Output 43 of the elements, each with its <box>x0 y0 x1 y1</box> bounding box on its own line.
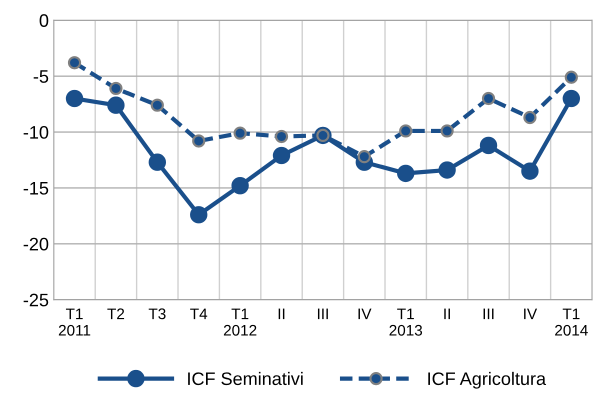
legend-label: ICF Seminativi <box>188 372 303 386</box>
point <box>148 154 166 171</box>
point <box>399 124 412 138</box>
x-tick-label: T1 2011 <box>58 308 90 336</box>
y-tick-label: 0 <box>40 14 48 27</box>
x-tick-label: T1 2013 <box>389 308 422 336</box>
x-tick-label: II <box>278 308 284 320</box>
y-tick-label: -5 <box>34 70 48 83</box>
point <box>564 70 578 84</box>
y-tick-label: -10 <box>24 126 48 139</box>
point <box>274 130 288 144</box>
point <box>438 161 456 179</box>
x-tick-label: T3 <box>148 308 166 320</box>
y-tick-label: -20 <box>24 238 48 251</box>
x-tick-label: III <box>484 308 494 320</box>
point <box>521 162 539 180</box>
point <box>272 146 290 164</box>
point <box>231 177 249 194</box>
y-tick-label: -15 <box>24 182 48 195</box>
point <box>234 126 247 140</box>
x-tick-label: T2 <box>107 308 124 320</box>
point <box>66 90 84 108</box>
legend-label: ICF Agricoltura <box>428 372 546 389</box>
point <box>150 98 164 112</box>
point <box>480 136 498 154</box>
point <box>523 110 537 124</box>
point <box>192 134 206 148</box>
point <box>190 206 208 224</box>
x-tick-label: IV <box>524 308 538 320</box>
y-tick-label: -25 <box>24 294 48 306</box>
x-tick-label: T1 2014 <box>555 308 588 336</box>
point <box>482 92 496 106</box>
x-tick-label: T1 2012 <box>224 308 256 336</box>
x-tick-label: II <box>444 308 450 320</box>
x-tick-label: III <box>318 308 328 320</box>
point <box>397 164 414 182</box>
point <box>440 124 454 138</box>
point <box>68 56 82 70</box>
point <box>109 82 123 96</box>
point <box>107 96 125 114</box>
x-tick-label: IV <box>358 308 372 320</box>
x-tick-label: T4 <box>190 308 208 320</box>
point <box>562 90 580 108</box>
